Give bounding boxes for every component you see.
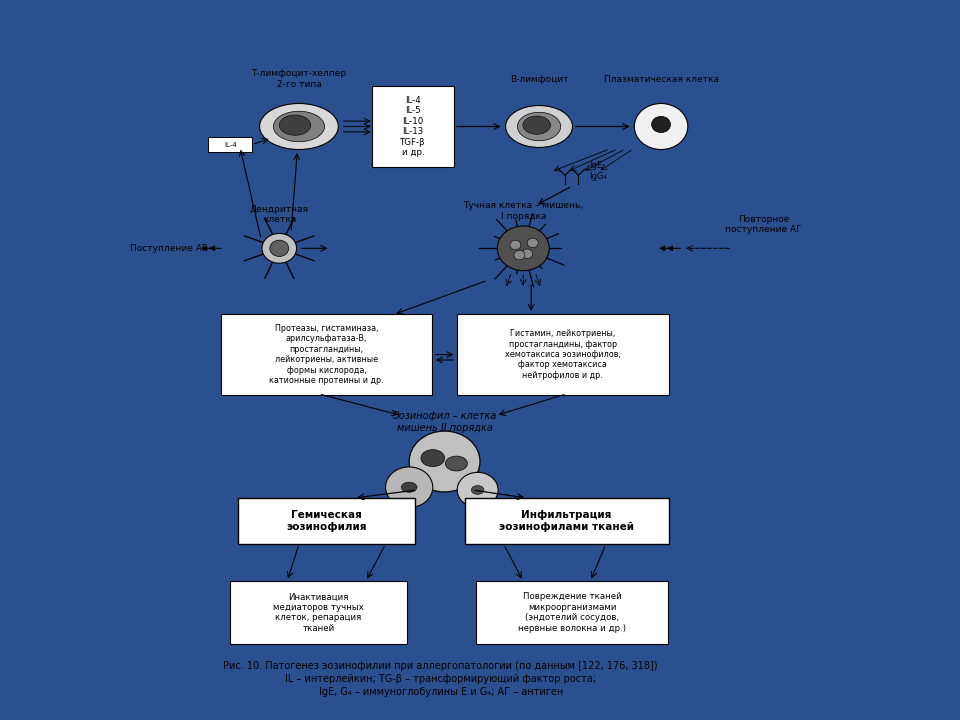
Text: IgE
IgG₄: IgE IgG₄ — [588, 161, 607, 181]
Ellipse shape — [274, 112, 324, 142]
Text: Гистамин, лейкотриены,
простагландины, фактор
хемотаксиса эозинофилов,
фактор хе: Гистамин, лейкотриены, простагландины, ф… — [505, 329, 620, 380]
Text: Тучная клетка – мишень,
I порядка: Тучная клетка – мишень, I порядка — [464, 202, 584, 221]
Text: В-лимфоцит: В-лимфоцит — [510, 75, 568, 84]
Ellipse shape — [279, 115, 311, 135]
Text: Дендритная
клетка: Дендритная клетка — [250, 204, 309, 224]
Text: Протеазы, гистаминаза,
арилсульфатаза-В,
простагландины,
лейкотриены, активные
ф: Протеазы, гистаминаза, арилсульфатаза-В,… — [269, 324, 384, 385]
Text: IL-4: IL-4 — [224, 142, 237, 148]
Circle shape — [497, 226, 549, 271]
Text: Повреждение тканей
микроорганизмами
(эндотелий сосудов,
нервные волокна и др.): Повреждение тканей микроорганизмами (энд… — [518, 593, 626, 633]
Text: Инактивация
медиаторов тучных
клеток, репарация
тканей: Инактивация медиаторов тучных клеток, ре… — [274, 593, 364, 633]
FancyBboxPatch shape — [230, 580, 407, 644]
FancyBboxPatch shape — [221, 315, 432, 395]
FancyBboxPatch shape — [457, 315, 668, 395]
Text: IL-4
IL-5
IL-10
IL-13
TGF-β
и др.: IL-4 IL-5 IL-10 IL-13 TGF-β и др. — [400, 96, 426, 157]
Circle shape — [270, 240, 289, 256]
Text: Т-лимфоцит-хелпер
2-го типа: Т-лимфоцит-хелпер 2-го типа — [252, 69, 347, 89]
FancyBboxPatch shape — [207, 138, 252, 152]
Ellipse shape — [506, 106, 572, 148]
Ellipse shape — [420, 450, 444, 467]
Text: Плазматическая клетка: Плазматическая клетка — [604, 75, 718, 84]
Ellipse shape — [445, 456, 468, 471]
Ellipse shape — [517, 112, 561, 140]
Text: Поступление АГ: Поступление АГ — [131, 244, 207, 253]
Circle shape — [514, 251, 525, 260]
FancyBboxPatch shape — [238, 498, 415, 544]
Circle shape — [521, 249, 533, 258]
Ellipse shape — [401, 482, 417, 492]
Text: IgE, G₄ – иммуноглобулины E и G₄; АГ – антиген: IgE, G₄ – иммуноглобулины E и G₄; АГ – а… — [319, 687, 563, 697]
Ellipse shape — [259, 104, 338, 150]
Text: Рис. 10. Патогенез эозинофилии при аллергопатологии (по данным [122, 176, 318]): Рис. 10. Патогенез эозинофилии при аллер… — [224, 661, 658, 671]
Text: Повторное
поступление АГ: Повторное поступление АГ — [725, 215, 802, 234]
FancyBboxPatch shape — [465, 498, 668, 544]
Text: Эозинофил – клетка
мишень II порядка: Эозинофил – клетка мишень II порядка — [393, 411, 496, 433]
Ellipse shape — [652, 117, 670, 132]
Circle shape — [527, 238, 539, 248]
Circle shape — [262, 233, 297, 264]
Text: IL – интерлейкин; TG-β – трансформирующий фактор роста;: IL – интерлейкин; TG-β – трансформирующи… — [285, 675, 596, 685]
Ellipse shape — [471, 485, 484, 495]
Circle shape — [635, 104, 687, 150]
FancyBboxPatch shape — [476, 580, 668, 644]
Circle shape — [510, 240, 521, 250]
Text: Гемическая
эозинофилия: Гемическая эозинофилия — [286, 510, 367, 532]
FancyBboxPatch shape — [372, 86, 454, 167]
Circle shape — [457, 472, 498, 508]
Ellipse shape — [523, 116, 550, 135]
Circle shape — [409, 431, 480, 492]
Circle shape — [386, 467, 433, 508]
Text: Инфильтрация
эозинофилами тканей: Инфильтрация эозинофилами тканей — [499, 510, 635, 532]
